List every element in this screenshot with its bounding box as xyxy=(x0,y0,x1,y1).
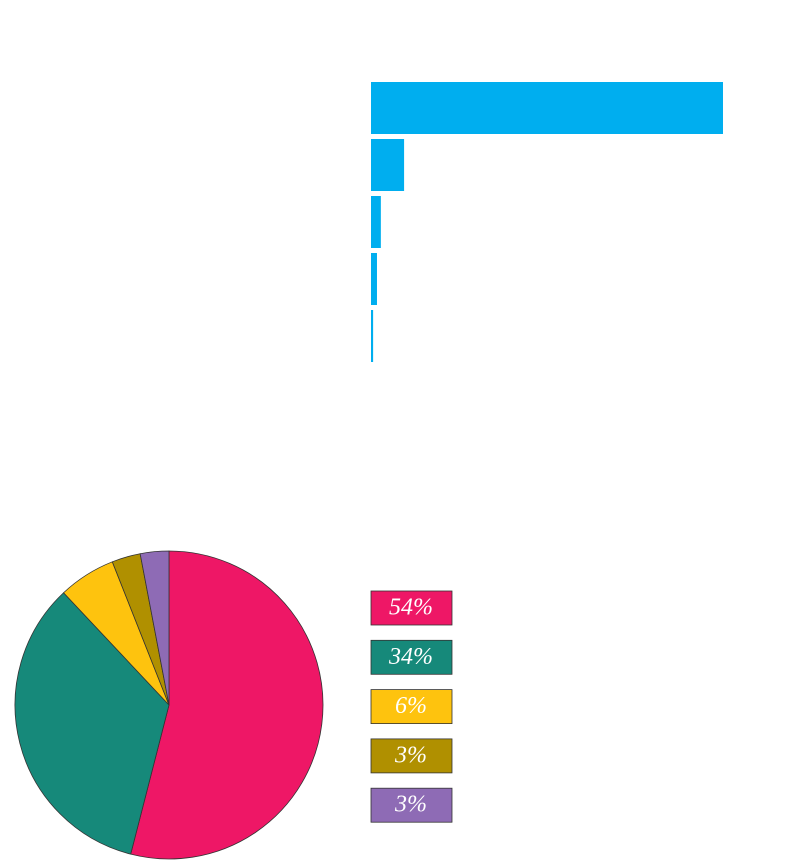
bar xyxy=(371,253,377,305)
bar xyxy=(371,82,723,134)
legend-label: 34% xyxy=(388,644,433,670)
pie-slice xyxy=(130,550,324,860)
legend-label: 6% xyxy=(395,693,427,719)
legend-swatch xyxy=(370,689,453,724)
bar xyxy=(371,139,405,191)
legend-label: 3% xyxy=(394,792,427,818)
legend-swatch xyxy=(370,787,453,823)
pie-slice xyxy=(139,550,170,706)
bar xyxy=(371,196,381,248)
legend-swatch xyxy=(370,738,453,774)
bar xyxy=(371,310,374,362)
legend-label: 3% xyxy=(394,742,427,768)
pie-slice xyxy=(14,592,170,855)
legend-label: 54% xyxy=(389,595,433,621)
legend-swatch xyxy=(370,639,453,675)
legend-swatch xyxy=(370,590,453,626)
